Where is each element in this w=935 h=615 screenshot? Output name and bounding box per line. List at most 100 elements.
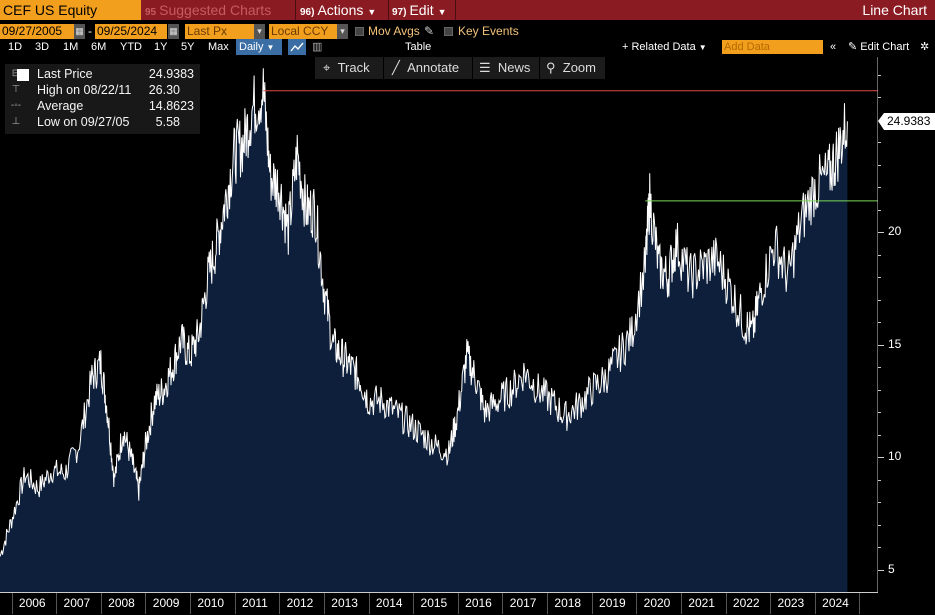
x-tick	[368, 593, 370, 614]
edit-menu[interactable]: 97) Edit ▼	[392, 0, 452, 20]
x-tick-label: 2011	[242, 596, 268, 610]
legend-high-value: 26.30	[148, 83, 180, 97]
line-chart-icon[interactable]	[288, 39, 306, 55]
y-tick-label: 10	[888, 449, 902, 464]
low-marker-icon: ⊥	[11, 116, 21, 127]
legend-avg-label: Average	[37, 99, 84, 113]
key-events-checkbox[interactable]	[444, 27, 453, 36]
news-tool[interactable]: ☰ News	[479, 57, 530, 79]
line-chart-icon-svg	[290, 42, 304, 52]
x-tick-label: 2018	[554, 596, 582, 610]
legend-last-label: Last Price	[37, 67, 93, 81]
y-minor-tick	[878, 367, 881, 369]
y-minor-tick	[878, 299, 881, 301]
y-minor-tick	[878, 434, 881, 436]
actions-menu[interactable]: 96) Actions ▼	[300, 0, 386, 20]
period-1y[interactable]: 1Y	[154, 41, 168, 53]
period-6m[interactable]: 6M	[91, 41, 107, 53]
edit-chart-button[interactable]: ✎ Edit Chart	[848, 39, 909, 55]
add-data-input[interactable]: Add Data	[722, 40, 823, 54]
divider	[295, 0, 296, 20]
last-price-tag: 24.9383	[884, 113, 935, 131]
x-tick-label: 2020	[643, 596, 671, 610]
period-max[interactable]: Max	[208, 41, 229, 53]
y-minor-tick	[878, 502, 881, 504]
x-tick	[502, 593, 504, 614]
legend-low-value: 5.58	[155, 115, 180, 129]
date-dash: -	[88, 24, 92, 38]
minimize-icon[interactable]: ⊟	[11, 68, 21, 79]
chart-type-label: Line Chart	[862, 2, 927, 18]
period-3d[interactable]: 3D	[35, 41, 50, 53]
chevron-down-icon: ▼	[437, 7, 447, 17]
annotate-tool[interactable]: ╱ Annotate	[392, 57, 459, 79]
price-chart[interactable]	[0, 57, 878, 592]
y-tick	[878, 569, 884, 571]
key-events-label[interactable]: Key Events	[458, 24, 519, 38]
x-tick	[11, 593, 13, 614]
legend-avg-value: 14.8623	[148, 99, 194, 113]
period-ytd[interactable]: YTD	[120, 41, 142, 53]
currency-select[interactable]: Local CCY	[269, 24, 337, 39]
chevron-down-icon: ▼	[698, 43, 707, 52]
x-tick	[56, 593, 58, 614]
y-minor-tick	[878, 164, 881, 166]
x-tick	[680, 593, 682, 614]
x-tick-label: 2024	[822, 596, 849, 610]
suggested-charts-button[interactable]: 95 Suggested Charts	[143, 0, 284, 20]
frequency-select[interactable]: Daily ▼	[236, 39, 282, 55]
y-minor-tick	[878, 254, 881, 256]
annotate-label: Annotate	[407, 60, 460, 75]
gear-icon[interactable]: ✲	[920, 41, 930, 53]
y-minor-tick	[878, 412, 881, 414]
legend-panel: ⊟ Last Price 24.9383 ⊤ High on 08/22/11 …	[5, 64, 200, 134]
chart-tools: ⌖ Track ╱ Annotate ☰ News ⚲ Zoom	[315, 57, 605, 79]
x-tick-label: 2023	[777, 596, 805, 610]
x-tick	[636, 593, 638, 614]
collapse-icon[interactable]: «	[830, 41, 837, 53]
period-1d[interactable]: 1D	[8, 41, 23, 53]
y-minor-tick	[878, 479, 881, 481]
calendar-icon[interactable]: ▦	[74, 24, 85, 39]
related-data-label: + Related Data	[622, 41, 696, 53]
y-minor-tick	[878, 74, 881, 76]
chevron-down-icon[interactable]: ▾	[254, 24, 265, 39]
pencil-icon: ✎	[848, 41, 858, 53]
chevron-down-icon: ▼	[266, 43, 275, 52]
end-date-field[interactable]: 09/25/2024	[95, 24, 167, 39]
track-tool[interactable]: ⌖ Track	[323, 57, 370, 79]
start-date-field[interactable]: 09/27/2005	[0, 24, 74, 39]
divider	[383, 57, 384, 79]
calendar-icon[interactable]: ▦	[168, 24, 179, 39]
y-tick-label: 5	[888, 561, 895, 576]
suggested-label: Suggested Charts	[159, 2, 272, 18]
x-tick	[770, 593, 772, 614]
ticker-field[interactable]: CEF US Equity	[0, 0, 141, 20]
price-field-select[interactable]: Last Px	[185, 24, 265, 39]
pencil-icon[interactable]: ✎	[424, 24, 435, 38]
x-tick-label: 2019	[599, 596, 626, 610]
zoom-label: Zoom	[562, 60, 596, 75]
mov-avgs-checkbox[interactable]	[355, 27, 364, 36]
x-tick	[547, 593, 549, 614]
x-tick-label: 2015	[420, 596, 448, 610]
related-data-button[interactable]: + Related Data ▼	[622, 39, 707, 55]
average-line-icon: -◦-	[10, 100, 22, 111]
x-tick-label: 2010	[197, 596, 225, 610]
bar-chart-icon[interactable]: ▥	[312, 41, 323, 53]
chevron-down-icon[interactable]: ▾	[337, 24, 348, 39]
controls-row: 09/27/2005 ▦ - 09/25/2024 ▦ Last Px ▾ Lo…	[0, 22, 935, 39]
track-label: Track	[337, 60, 370, 75]
x-tick	[814, 593, 816, 614]
period-1m[interactable]: 1M	[63, 41, 79, 53]
crosshair-icon: ⌖	[323, 60, 331, 75]
zoom-tool[interactable]: ⚲ Zoom	[546, 57, 596, 79]
actions-badge: 96)	[300, 7, 315, 18]
period-row: 1D 3D 1M 6M YTD 1Y 5Y Max Daily ▼ ▥ Tabl…	[0, 39, 935, 56]
x-tick	[100, 593, 102, 614]
period-5y[interactable]: 5Y	[181, 41, 195, 53]
y-minor-tick	[878, 97, 881, 99]
y-minor-tick	[878, 187, 881, 189]
table-button[interactable]: Table	[405, 41, 432, 53]
mov-avgs-label[interactable]: Mov Avgs	[368, 24, 420, 38]
